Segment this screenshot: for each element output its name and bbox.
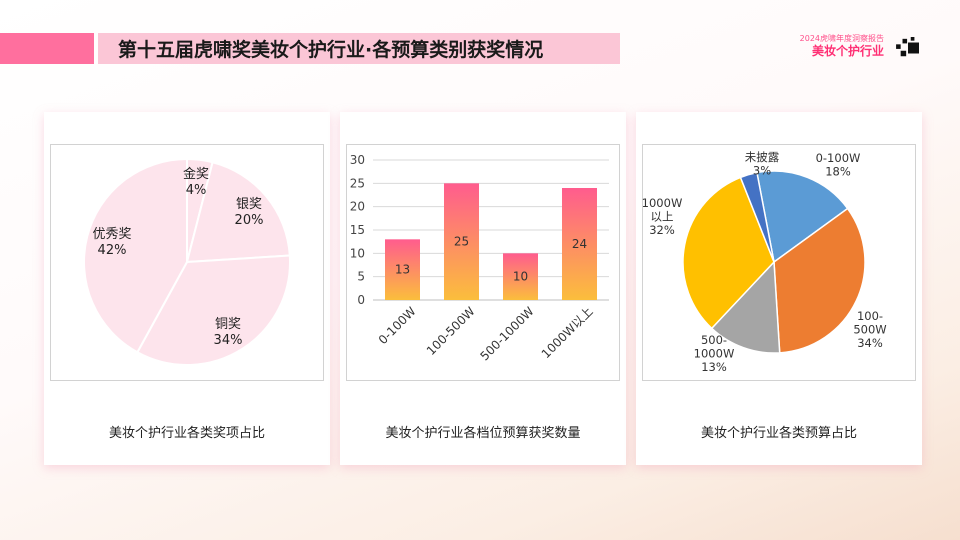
y-tick-label: 30 <box>350 153 365 167</box>
y-tick-label: 10 <box>350 246 365 260</box>
slice-label: 500- <box>701 333 727 347</box>
budget-pie-chart: 0-100W18%100-500W34%500-1000W13%1000W以上3… <box>642 150 887 374</box>
x-tick-label: 100-500W <box>424 304 478 358</box>
pie-slice-13 <box>710 260 781 354</box>
budget-bar-chart: 0 5 10 15 20 25 30 13 0-100W 25 100-500W 10 500-1000… <box>350 153 609 363</box>
slice-label: 100- <box>857 309 883 323</box>
bar-0-100w <box>385 239 420 300</box>
slice-percent: 34% <box>857 336 883 350</box>
slice-percent: 13% <box>701 360 727 374</box>
slice-label: 1000W <box>642 196 683 210</box>
bar-value-label: 10 <box>513 270 528 284</box>
award-share-card: 金奖 4% 银奖 20% 铜奖 34% 优秀奖 42% 美妆个护行业各类奖项占比 <box>44 112 330 465</box>
slice-label: 0-100W <box>816 151 861 165</box>
slice-percent: 18% <box>825 165 851 179</box>
bar-500-1000w <box>503 253 538 300</box>
bar-100-500w <box>444 183 479 300</box>
pie-slice-42 <box>83 157 188 354</box>
brand-subtitle: 2024虎啸年度洞察报告 <box>799 34 884 43</box>
slice-label: 1000W <box>694 347 735 361</box>
slice-label: 金奖 <box>183 166 209 182</box>
brand-block: 2024虎啸年度洞察报告 美妆个护行业 <box>800 34 884 58</box>
slice-percent: 3% <box>753 164 771 178</box>
y-tick-label: 15 <box>350 223 365 237</box>
budget-count-card: 0 5 10 15 20 25 30 13 0-100W 25 100-500W 10 500-1000… <box>340 112 626 465</box>
y-tick-label: 5 <box>357 270 365 284</box>
bar-1000w <box>562 188 597 300</box>
pie-slice-20 <box>185 161 291 264</box>
pie-slice-3 <box>739 171 775 263</box>
chart-caption: 美妆个护行业各类奖项占比 <box>108 426 265 441</box>
chart-caption: 美妆个护行业各档位预算获奖数量 <box>385 426 581 441</box>
page-title: 第十五届虎啸奖美妆个护行业·各预算类别获奖情况 <box>98 33 620 64</box>
pie-slice-18 <box>756 170 849 264</box>
x-tick-label: 500-1000W <box>477 304 536 363</box>
y-tick-label: 20 <box>350 200 365 214</box>
brand-title: 美妆个护行业 <box>811 43 884 58</box>
slice-percent: 32% <box>649 223 675 237</box>
x-tick-label: 0-100W <box>376 304 419 347</box>
budget-share-card: 0-100W 18% 100- 500W 34% 500- 1000W 13% 1000W 以上 3… <box>636 112 922 465</box>
page-title-text: 第十五届虎啸奖美妆个护行业·各预算类别获奖情况 <box>118 39 544 61</box>
x-tick-label: 1000W以上 <box>539 304 596 361</box>
y-tick-label: 0 <box>357 293 365 307</box>
slice-percent: 34% <box>214 333 243 348</box>
bar-value-label: 25 <box>454 235 469 249</box>
brand-logo-icon <box>896 37 919 57</box>
slice-percent: 20% <box>235 213 264 228</box>
slice-percent: 4% <box>186 183 207 198</box>
slice-label: 优秀奖 <box>92 227 131 242</box>
bar-value-label: 24 <box>572 237 587 251</box>
y-tick-label: 25 <box>350 176 365 190</box>
accent-bar <box>0 33 94 64</box>
bar-value-label: 13 <box>395 263 410 277</box>
slice-label: 未披露 <box>745 150 780 164</box>
slice-label: 500W <box>853 323 886 337</box>
slice-label: 铜奖 <box>215 317 241 332</box>
slice-label: 以上 <box>651 210 674 224</box>
slice-label: 银奖 <box>236 197 262 212</box>
slice-percent: 42% <box>98 243 127 258</box>
pie-slice-32 <box>682 176 775 330</box>
chart-caption: 美妆个护行业各类预算占比 <box>700 426 857 441</box>
pie-slice-34 <box>773 207 866 354</box>
